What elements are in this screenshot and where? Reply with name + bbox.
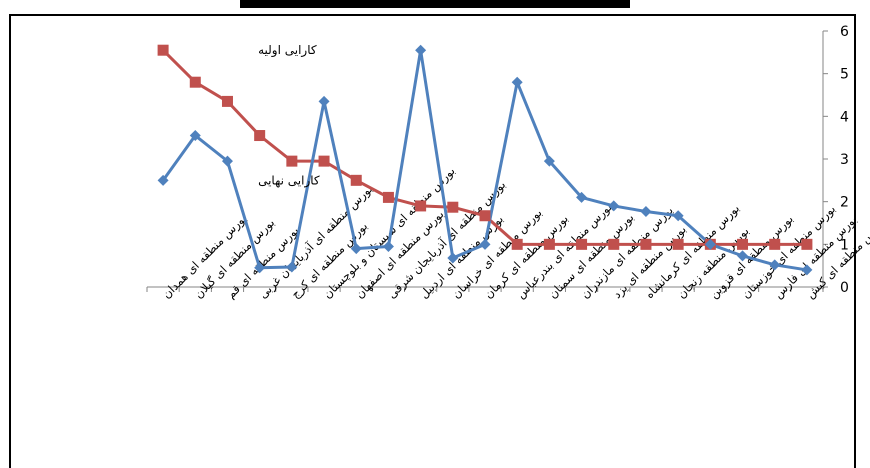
chart-frame <box>9 14 856 468</box>
data-point-marker <box>157 174 169 186</box>
data-point-marker <box>640 238 652 250</box>
series-markers <box>157 44 813 276</box>
series-label-initial: کارایی اولیه <box>258 43 317 58</box>
data-point-marker <box>189 130 201 142</box>
data-point-marker <box>415 44 427 56</box>
data-point-marker <box>382 191 394 203</box>
data-point-marker <box>737 238 749 250</box>
series-label-final: کارایی نهایی <box>258 173 320 188</box>
data-point-marker <box>704 238 716 250</box>
data-point-marker <box>350 174 362 186</box>
data-point-marker <box>382 240 394 252</box>
data-point-marker <box>576 238 588 250</box>
data-point-marker <box>769 259 781 271</box>
data-point-marker <box>415 200 427 212</box>
data-point-marker <box>576 191 588 203</box>
data-point-marker <box>479 238 491 250</box>
y-tick-label: 6 <box>840 24 849 40</box>
data-point-marker <box>318 95 330 107</box>
y-tick-label: 5 <box>840 67 849 83</box>
y-tick-label: 1 <box>840 237 849 253</box>
y-axis-ticks: 0 1 2 3 4 5 6 <box>823 24 849 296</box>
data-point-marker <box>608 238 620 250</box>
y-tick-label: 2 <box>840 195 849 211</box>
top-edge-bar <box>240 0 630 8</box>
data-point-marker <box>447 252 459 264</box>
data-point-marker <box>254 262 266 274</box>
data-point-marker <box>801 264 813 276</box>
data-point-marker <box>286 261 298 273</box>
y-tick-label: 4 <box>840 109 849 125</box>
data-point-marker <box>640 205 652 217</box>
data-point-marker <box>511 238 523 250</box>
data-point-marker <box>543 155 555 167</box>
data-point-marker <box>447 201 459 213</box>
data-point-marker <box>769 238 781 250</box>
data-point-marker <box>318 155 330 167</box>
data-point-marker <box>511 76 523 88</box>
data-point-marker <box>479 210 491 222</box>
data-point-marker <box>350 243 362 255</box>
data-point-marker <box>543 238 555 250</box>
data-point-marker <box>157 44 169 56</box>
data-point-marker <box>672 238 684 250</box>
y-tick-label: 0 <box>840 280 849 296</box>
y-tick-label: 3 <box>840 152 849 168</box>
data-point-marker <box>737 250 749 262</box>
data-point-marker <box>608 200 620 212</box>
data-point-marker <box>672 210 684 222</box>
data-point-marker <box>801 238 813 250</box>
data-point-marker <box>221 95 233 107</box>
series-labels: کارایی اولیه کارایی نهایی <box>258 43 320 188</box>
data-point-marker <box>221 155 233 167</box>
data-point-marker <box>286 155 298 167</box>
data-point-marker <box>189 76 201 88</box>
data-point-marker <box>254 130 266 142</box>
